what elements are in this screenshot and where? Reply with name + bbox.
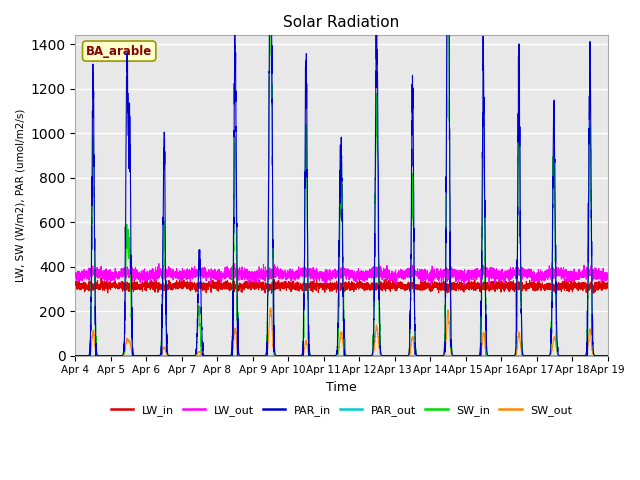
Title: Solar Radiation: Solar Radiation [284, 15, 399, 30]
Y-axis label: LW, SW (W/m2), PAR (umol/m2/s): LW, SW (W/m2), PAR (umol/m2/s) [15, 109, 25, 282]
Text: BA_arable: BA_arable [86, 45, 152, 58]
X-axis label: Time: Time [326, 381, 357, 394]
Legend: LW_in, LW_out, PAR_in, PAR_out, SW_in, SW_out: LW_in, LW_out, PAR_in, PAR_out, SW_in, S… [106, 401, 577, 420]
